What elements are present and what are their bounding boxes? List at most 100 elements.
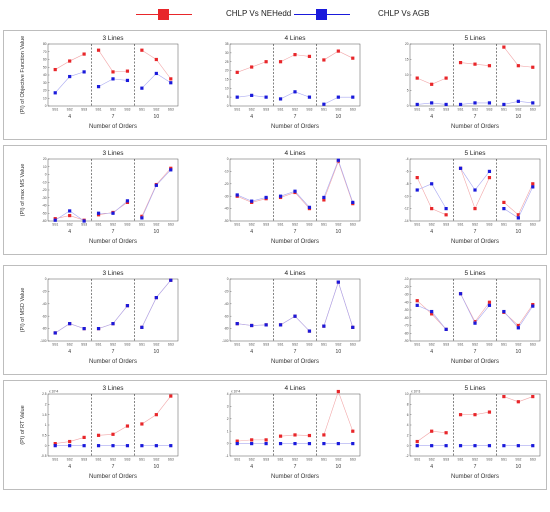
y-tick-label: 10 [405,73,409,77]
y-tick-label: 2.5 [42,392,47,396]
data-point [322,195,326,200]
y-tick-label: 1.5 [42,413,47,417]
data-point [531,304,535,308]
data-point [96,433,101,437]
x-tick-label: SS1 [501,108,507,112]
x-tick-label: SS3 [168,343,174,347]
x-tick-label: SS1 [96,458,102,462]
y-tick-label: 2 [407,433,409,437]
group-label: 4 [68,464,71,470]
data-point [516,323,520,328]
x-axis-label: Number of Orders [451,239,499,245]
x-tick-label: SS2 [153,458,159,462]
data-point [82,52,86,56]
data-point [307,95,312,99]
group-label: 10 [336,349,342,355]
data-point [531,394,535,399]
x-tick-label: SS3 [81,458,87,462]
x-tick-label: SS1 [52,343,58,347]
x-tick-label: SS1 [501,223,507,227]
x-tick-label: SS2 [292,108,298,112]
x-tick-label: SS2 [249,343,255,347]
x-tick-label: SS3 [350,343,356,347]
data-point [154,296,158,300]
data-point [415,299,419,303]
group-label: 10 [516,349,522,355]
data-point [351,56,355,60]
subplot-title: 5 Lines [465,35,487,42]
x-tick-label: SS2 [429,108,435,112]
subplot-title: 5 Lines [465,385,487,392]
data-point [502,394,506,399]
data-point [169,278,173,282]
data-point [415,188,419,192]
data-point [125,444,130,448]
data-point [154,444,158,448]
y-tick-label: 6 [407,413,409,417]
data-point [307,205,312,209]
x-tick-label: SS3 [530,223,536,227]
x-tick-label: SS3 [530,343,536,347]
data-point [154,71,158,76]
x-tick-label: SS2 [249,223,255,227]
data-point [96,48,101,52]
data-point [307,442,312,446]
data-point [415,439,419,444]
y-tick-label: -40 [42,302,47,306]
data-point [140,86,144,90]
data-point [531,182,535,186]
y-tick-label: -40 [224,302,229,306]
data-point [264,323,268,327]
series-line [141,395,172,425]
series-line [141,168,172,217]
data-point [415,176,419,180]
y-tick-label: 10 [405,392,409,396]
data-point [235,95,239,99]
x-tick-label: SS1 [139,223,145,227]
data-point [169,77,173,81]
y-tick-label: 5 [227,95,229,99]
x-tick-label: SS3 [306,108,312,112]
y-tick-label: -100 [40,339,47,343]
subplot-title: 3 Lines [103,150,125,157]
y-tick-label: -80 [404,331,409,335]
x-tick-label: SS1 [96,223,102,227]
y-tick-label: -0.5 [41,454,47,458]
y-tick-label: 0.5 [42,433,47,437]
data-point [68,213,72,218]
data-point [140,422,144,426]
x-tick-label: SS3 [486,458,492,462]
series-line [323,281,354,328]
group-label: 7 [474,464,477,470]
data-point [322,58,326,62]
chart-row-frame [3,30,547,140]
x-tick-label: SS2 [67,458,73,462]
data-point [351,442,355,446]
data-point [473,207,477,211]
x-tick-label: SS3 [124,458,130,462]
data-point [235,322,239,326]
data-point [531,65,535,69]
y-tick-label: 10 [225,86,229,90]
y-tick-label: 40 [43,73,47,77]
y-tick-label: -10 [42,180,47,184]
subplot-chart: 5 Lines -14 -12 -10 -8 -6 -4 SS1 SS2 SS3 SS1 SS2 SS3… [404,150,541,245]
data-point [96,211,101,215]
y-tick-label: 15 [405,58,409,62]
data-point [264,60,268,64]
data-point [235,193,239,197]
data-point [351,95,355,99]
x-tick-label: SS3 [350,108,356,112]
x-tick-label: SS2 [515,343,521,347]
series-line [503,304,534,326]
x-tick-label: SS2 [153,223,159,227]
data-point [473,321,477,325]
y-tick-label: -20 [224,290,229,294]
group-label: 4 [430,349,433,355]
data-point [444,327,448,331]
data-point [516,213,520,217]
x-tick-label: SS2 [335,458,341,462]
subplot-title: 4 Lines [285,35,307,42]
series-line [98,50,128,73]
